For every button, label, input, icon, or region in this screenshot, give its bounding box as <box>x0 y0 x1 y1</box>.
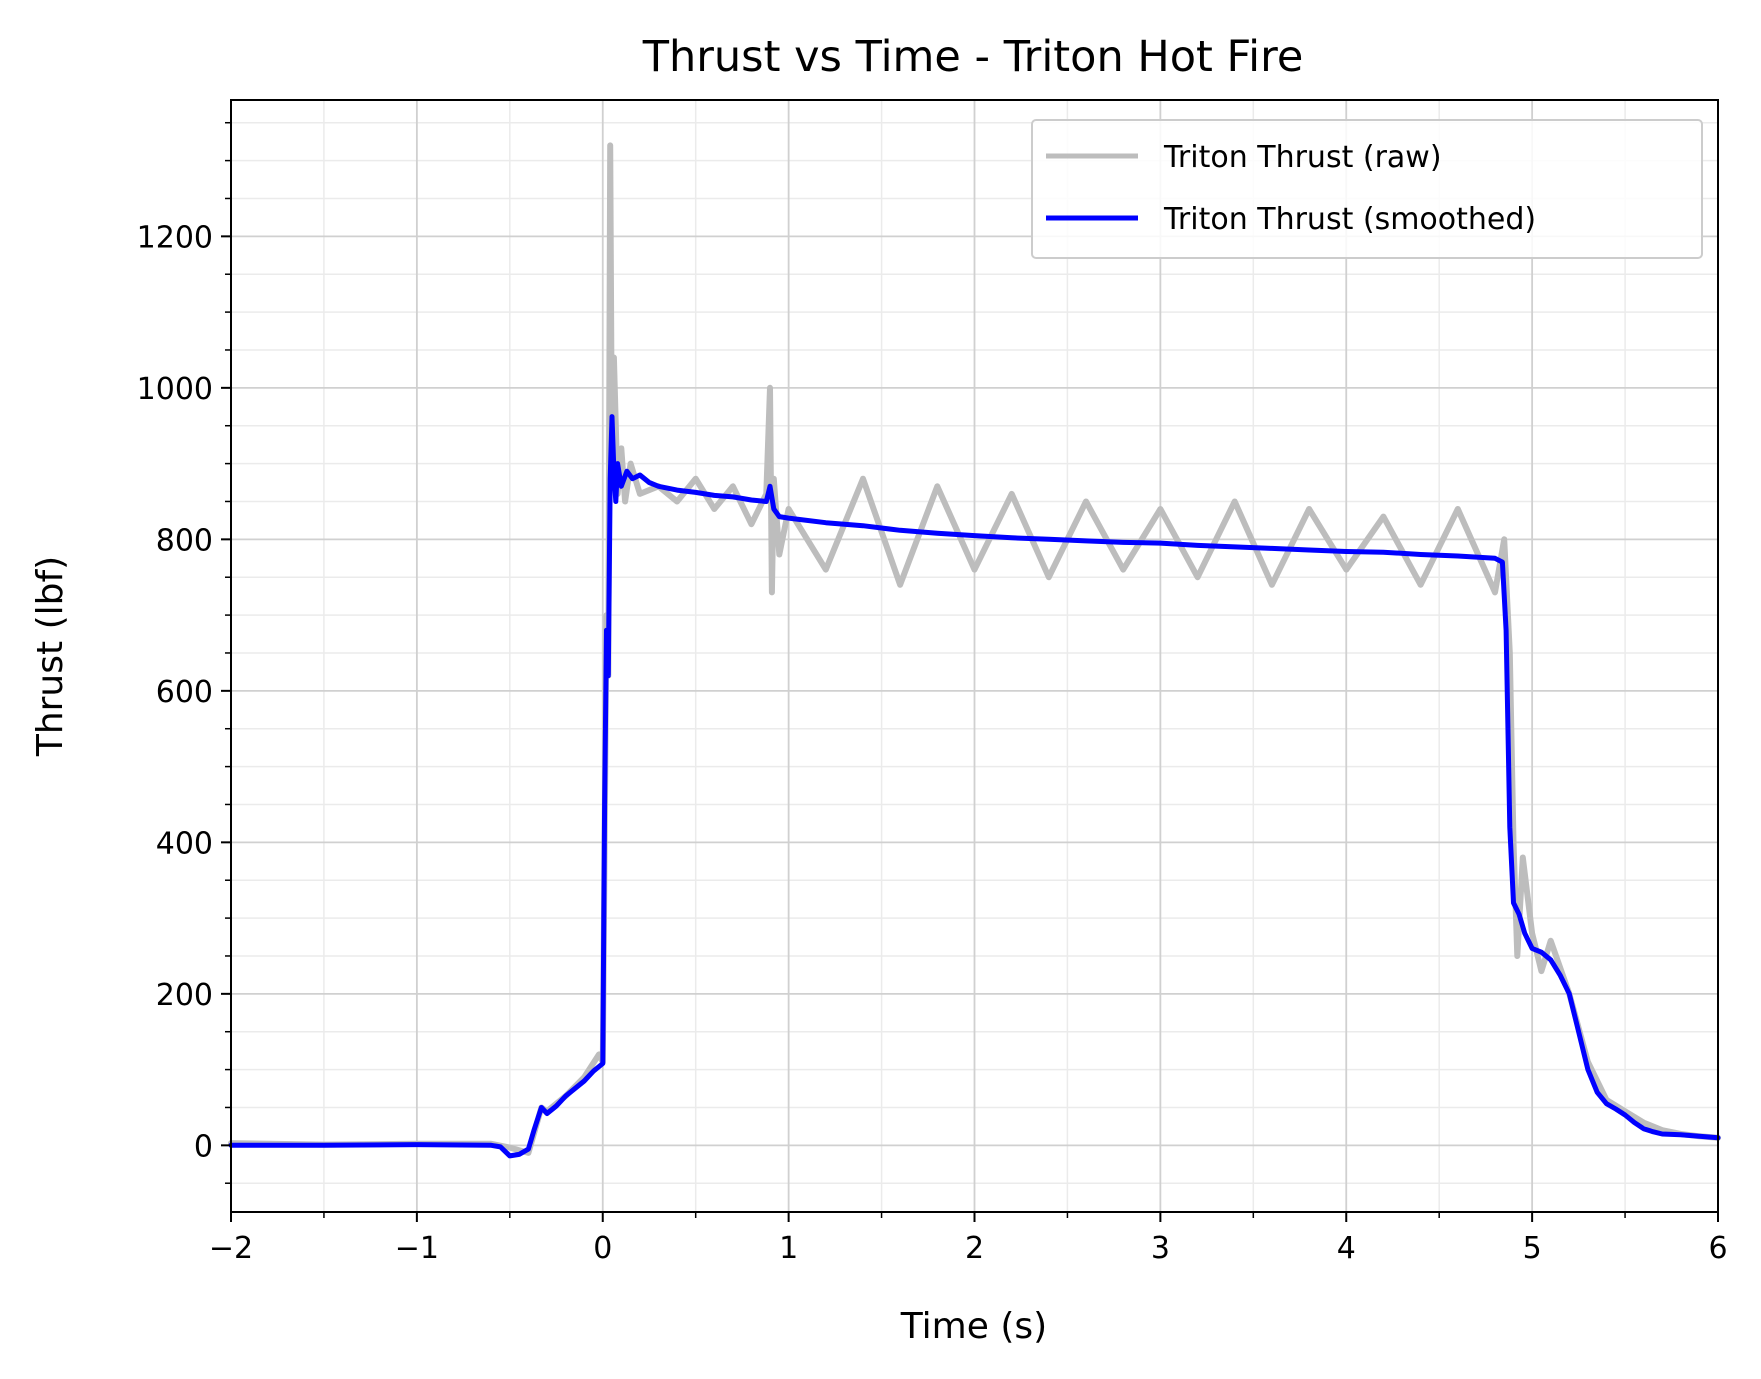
series-line-smoothed <box>228 414 1721 1159</box>
x-tick-label: 1 <box>779 1231 798 1266</box>
series-layer <box>228 142 1721 1159</box>
legend: Triton Thrust (raw) Triton Thrust (smoot… <box>1031 119 1703 259</box>
x-tick-label: 6 <box>1708 1231 1727 1266</box>
x-axis-title: Time (s) <box>900 1306 1047 1347</box>
y-tick-label: 1000 <box>137 372 213 407</box>
legend-box <box>1031 119 1703 259</box>
x-tick-label: 5 <box>1523 1231 1542 1266</box>
legend-label-smoothed: Triton Thrust (smoothed) <box>1163 202 1536 237</box>
legend-label-raw: Triton Thrust (raw) <box>1163 140 1442 175</box>
y-axis-ticks: 0 200 400 600 800 1000 1200 <box>137 121 231 1184</box>
y-tick-label: 600 <box>156 675 213 710</box>
x-tick-label: 0 <box>593 1231 612 1266</box>
y-tick-label: 0 <box>194 1129 213 1164</box>
x-tick-label: 2 <box>965 1231 984 1266</box>
y-tick-label: 800 <box>156 523 213 558</box>
y-tick-label: 200 <box>156 978 213 1013</box>
y-axis-title: Thrust (lbf) <box>30 556 71 757</box>
x-tick-label: −2 <box>209 1231 253 1266</box>
x-axis-ticks: −2 −1 0 1 2 3 4 5 6 <box>209 1212 1728 1266</box>
x-tick-label: −1 <box>395 1231 439 1266</box>
y-tick-label: 400 <box>156 826 213 861</box>
chart-title: Thrust vs Time - Triton Hot Fire <box>642 32 1304 82</box>
x-tick-label: 3 <box>1151 1231 1170 1266</box>
x-tick-label: 4 <box>1337 1231 1356 1266</box>
y-tick-label: 1200 <box>137 220 213 255</box>
